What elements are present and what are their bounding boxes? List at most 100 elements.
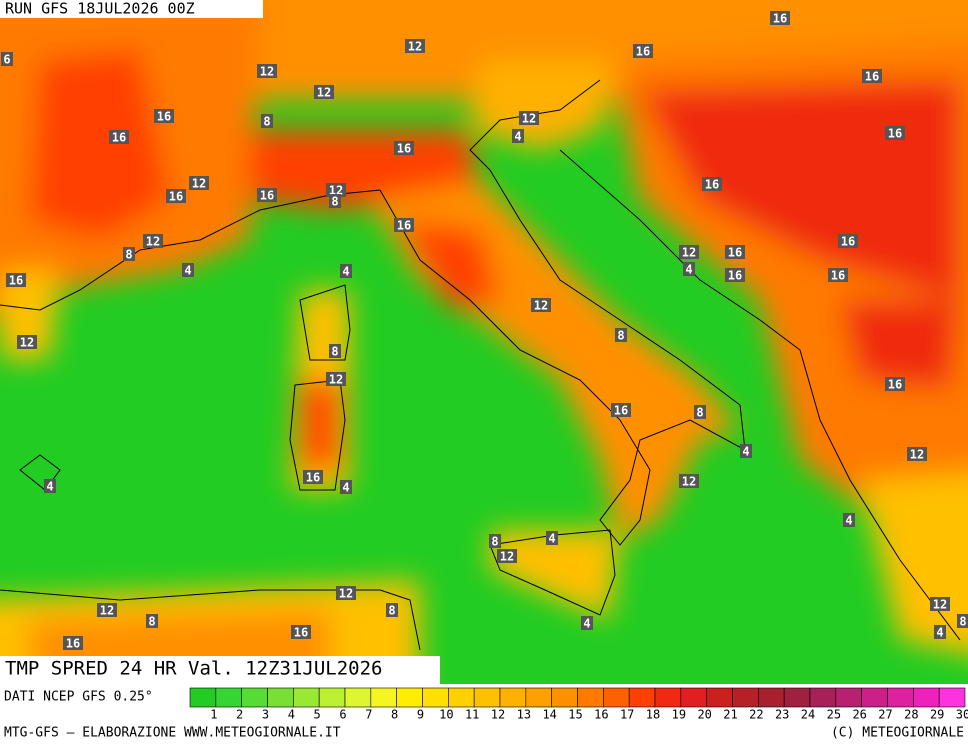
colorbar-label: 11 xyxy=(465,708,479,722)
contour-label-box xyxy=(615,328,627,342)
contour-label: 6 xyxy=(3,53,10,67)
colorbar-label: 9 xyxy=(417,708,424,722)
colorbar-label: 22 xyxy=(749,708,763,722)
contour-label-box xyxy=(838,234,858,248)
contour-label: 16 xyxy=(306,471,320,485)
contour-label: 4 xyxy=(46,480,53,494)
contour-label-box xyxy=(611,403,631,417)
contour-label: 8 xyxy=(148,615,155,629)
contour-label: 16 xyxy=(888,378,902,392)
contour-label: 8 xyxy=(959,615,966,629)
contour-label: 16 xyxy=(865,70,879,84)
colorbar-label: 19 xyxy=(672,708,686,722)
contour-label-box xyxy=(1,52,13,66)
colorbar-swatch xyxy=(887,687,914,708)
colorbar-label: 24 xyxy=(801,708,815,722)
colorbar-swatch xyxy=(680,687,707,708)
contour-label-box xyxy=(329,194,341,208)
contour-label: 4 xyxy=(845,514,852,528)
contour-label: 4 xyxy=(742,445,749,459)
colorbar-label: 10 xyxy=(439,708,453,722)
contour-label: 4 xyxy=(548,532,555,546)
colorbar-swatch xyxy=(189,687,217,708)
colorbar-label: 12 xyxy=(491,708,505,722)
contour-label: 8 xyxy=(331,345,338,359)
contour-label: 4 xyxy=(342,265,349,279)
colorbar-swatch xyxy=(732,687,759,708)
contour-label-box xyxy=(770,11,790,25)
contour-label: 4 xyxy=(342,481,349,495)
contour-label-box xyxy=(97,603,117,617)
contour-label: 12 xyxy=(20,336,34,350)
colorbar-label: 28 xyxy=(904,708,918,722)
colorbar-label: 18 xyxy=(646,708,660,722)
contour-label-box xyxy=(934,625,946,639)
contour-label-box xyxy=(166,189,186,203)
colorbar-swatch xyxy=(783,687,811,708)
contour-label: 16 xyxy=(705,178,719,192)
contour-label-box xyxy=(885,126,905,140)
contour-label: 16 xyxy=(260,189,274,203)
contour-label: 8 xyxy=(331,195,338,209)
colorbar-swatch xyxy=(938,687,966,708)
contour-label: 16 xyxy=(841,235,855,249)
contour-label: 8 xyxy=(125,248,132,262)
contour-label: 16 xyxy=(157,110,171,124)
colorbar-swatch xyxy=(318,687,346,708)
contour-label: 16 xyxy=(728,269,742,283)
colorbar-swatch xyxy=(422,687,449,708)
colorbar-swatch xyxy=(628,687,656,708)
colorbar-label: 17 xyxy=(620,708,634,722)
contour-label-box xyxy=(694,405,706,419)
contour-label-box xyxy=(340,480,352,494)
map xyxy=(0,0,968,684)
colorbar-swatch xyxy=(473,687,501,708)
contour-label: 4 xyxy=(583,617,590,631)
contour-label-box xyxy=(512,129,524,143)
contour-label: 12 xyxy=(408,40,422,54)
contour-label: 8 xyxy=(263,115,270,129)
contour-label-box xyxy=(189,176,209,190)
contour-label: 4 xyxy=(685,263,692,277)
credit-label: MTG-GFS — ELABORAZIONE WWW.METEOGIORNALE… xyxy=(4,726,341,741)
colorbar-swatch xyxy=(835,687,862,708)
contour-label: 8 xyxy=(491,535,498,549)
contour-label-box xyxy=(154,109,174,123)
contour-label-box xyxy=(702,177,722,191)
contour-label-box xyxy=(930,597,950,611)
contour-label: 12 xyxy=(500,550,514,564)
colorbar-label: 6 xyxy=(339,708,346,722)
contour-label: 12 xyxy=(329,373,343,387)
colorbar-label: 13 xyxy=(517,708,531,722)
contour-label-box xyxy=(405,39,425,53)
colorbar-swatch xyxy=(525,687,552,708)
colorbar-label: 16 xyxy=(594,708,608,722)
colorbar-swatch xyxy=(603,687,630,708)
run-label: RUN GFS 18JUL2026 00Z xyxy=(5,0,195,18)
contour-label-box xyxy=(340,264,352,278)
contour-label-box xyxy=(531,298,551,312)
contour-label-box xyxy=(497,549,517,563)
colorbar-swatch xyxy=(758,687,785,708)
contour-label-box xyxy=(679,245,699,259)
contour-label-box xyxy=(581,616,593,630)
contour-label: 16 xyxy=(636,45,650,59)
contour-label-box xyxy=(6,273,26,287)
contour-label-box xyxy=(843,513,855,527)
colorbar-swatch xyxy=(499,687,527,708)
contour-label: 16 xyxy=(294,626,308,640)
colorbar-label: 15 xyxy=(568,708,582,722)
title-box xyxy=(0,656,440,684)
contour-label: 16 xyxy=(397,219,411,233)
colorbar-label: 8 xyxy=(391,708,398,722)
colorbar-label: 29 xyxy=(930,708,944,722)
contour-label-box xyxy=(519,111,539,125)
contour-label-box xyxy=(182,263,194,277)
colorbar-swatch xyxy=(370,687,397,708)
contour-label-box xyxy=(546,531,558,545)
contour-label: 12 xyxy=(339,587,353,601)
contour-label: 12 xyxy=(192,177,206,191)
colorbar-swatch xyxy=(551,687,578,708)
colorbar-label: 23 xyxy=(775,708,789,722)
contour-label: 16 xyxy=(9,274,23,288)
